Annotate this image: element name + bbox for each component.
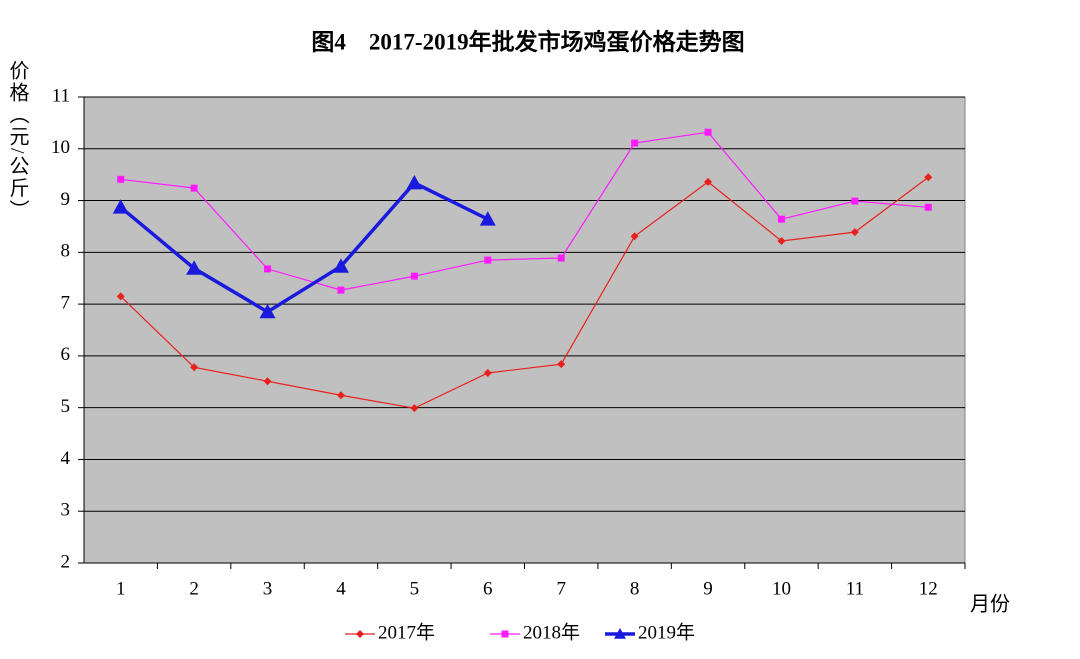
point: [406, 174, 423, 190]
point: [332, 258, 349, 273]
point: [850, 228, 859, 237]
x-tick-label: 11: [846, 578, 864, 599]
point: [557, 360, 566, 369]
point: [117, 175, 125, 183]
point: [777, 215, 785, 223]
point: [264, 265, 272, 273]
point: [924, 203, 932, 211]
point: [483, 368, 492, 377]
series-line: [120, 176, 929, 409]
x-tick-label: 10: [772, 578, 791, 599]
point: [924, 173, 933, 182]
point: [631, 139, 639, 147]
plot-area: [83, 96, 966, 564]
series-line: [120, 131, 929, 291]
point: [410, 272, 418, 280]
y-tick-label: 8: [61, 241, 71, 262]
point: [259, 303, 276, 319]
point: [484, 256, 492, 264]
legend-marker: [501, 630, 509, 638]
x-tick-label: 9: [703, 578, 713, 599]
legend-label: 2018年: [523, 621, 580, 643]
series-line: [119, 180, 489, 314]
legend-label: 2017年: [378, 621, 435, 643]
point: [263, 377, 272, 386]
point: [630, 232, 639, 241]
y-tick-label: 11: [52, 85, 70, 106]
legend-label: 2019年: [638, 621, 695, 643]
x-tick-label: 2: [189, 578, 199, 599]
y-tick-label: 5: [61, 396, 71, 417]
y-tick-label: 10: [51, 137, 70, 158]
point: [186, 260, 203, 275]
point: [777, 236, 786, 245]
point: [116, 292, 125, 301]
y-tick-label: 9: [61, 189, 71, 210]
y-tick-label: 7: [61, 292, 71, 313]
x-tick-label: 4: [336, 578, 346, 599]
legend-marker: [356, 630, 364, 638]
x-tick-label: 7: [556, 578, 566, 599]
legend-marker: [614, 628, 626, 639]
x-tick-label: 1: [116, 578, 126, 599]
point: [112, 199, 129, 214]
point: [851, 197, 859, 205]
point: [557, 254, 565, 262]
point: [704, 128, 712, 136]
point: [190, 184, 198, 192]
x-axis-label: 月份: [970, 593, 1010, 616]
x-tick-label: 12: [919, 578, 938, 599]
point: [190, 363, 199, 372]
y-axis-label: 价格（元/公斤）: [6, 60, 28, 222]
x-tick-label: 6: [483, 578, 493, 599]
y-tick-label: 3: [61, 500, 71, 521]
chart-title: 图4 2017-2019年批发市场鸡蛋价格走势图: [311, 28, 744, 54]
x-tick-label: 5: [410, 578, 420, 599]
point: [337, 286, 345, 294]
x-tick-label: 3: [263, 578, 273, 599]
point: [336, 391, 345, 400]
point: [704, 177, 713, 186]
y-tick-label: 2: [61, 551, 71, 572]
y-tick-label: 6: [61, 344, 71, 365]
y-tick-label: 4: [61, 448, 71, 469]
x-tick-label: 8: [630, 578, 640, 599]
point: [479, 211, 496, 226]
point: [410, 404, 419, 413]
